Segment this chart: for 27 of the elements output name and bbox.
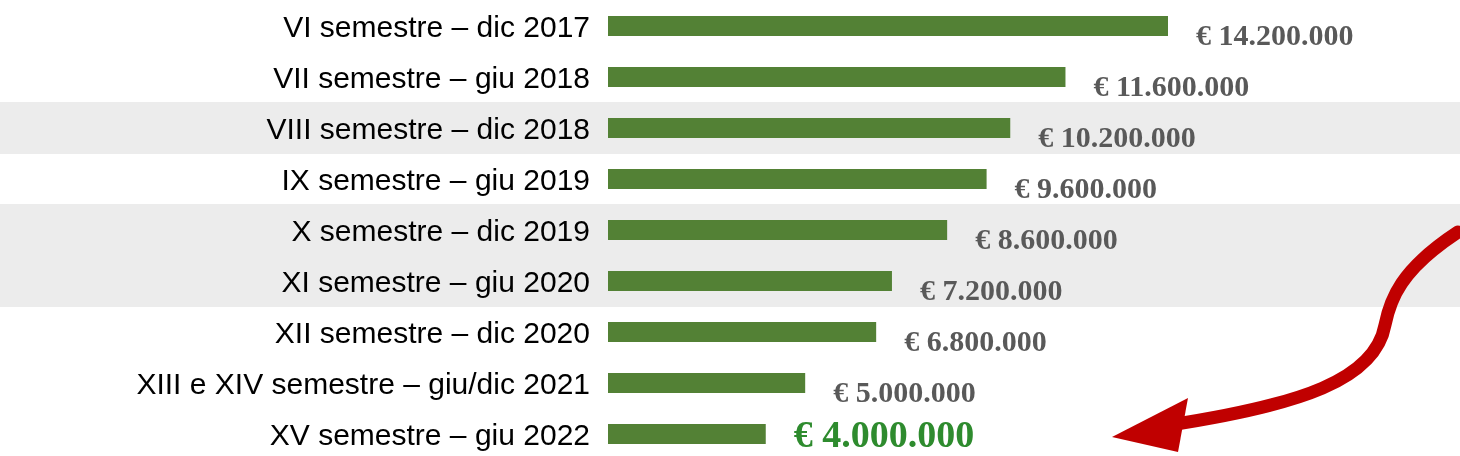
data-label: € 10.200.000 xyxy=(1038,119,1196,153)
bar xyxy=(608,220,948,240)
bar xyxy=(608,169,987,189)
bar xyxy=(608,373,806,393)
y-tick-label: XV semestre – giu 2022 xyxy=(269,417,590,451)
y-tick-label: VII semestre – giu 2018 xyxy=(273,60,590,94)
bar xyxy=(608,424,766,444)
data-label: € 9.600.000 xyxy=(1014,170,1158,204)
data-label: € 14.200.000 xyxy=(1196,17,1354,51)
y-tick-label: XIII e XIV semestre – giu/dic 2021 xyxy=(136,366,590,400)
y-tick-label: VI semestre – dic 2017 xyxy=(283,9,590,43)
bar xyxy=(608,67,1066,87)
bar xyxy=(608,16,1168,36)
y-tick-label: XII semestre – dic 2020 xyxy=(274,315,590,349)
data-label: € 6.800.000 xyxy=(904,323,1047,357)
y-tick-label: X semestre – dic 2019 xyxy=(291,213,590,247)
y-tick-label: IX semestre – giu 2019 xyxy=(281,162,590,196)
data-label: € 7.200.000 xyxy=(919,272,1063,306)
y-tick-label: VIII semestre – dic 2018 xyxy=(266,111,590,145)
data-label: € 8.600.000 xyxy=(975,221,1118,255)
bar xyxy=(608,118,1011,138)
data-label: € 11.600.000 xyxy=(1093,68,1250,102)
bar xyxy=(608,271,892,291)
data-label: € 5.000.000 xyxy=(833,374,976,408)
bar xyxy=(608,322,877,342)
data-label: € 4.000.000 xyxy=(793,413,975,456)
y-tick-label: XI semestre – giu 2020 xyxy=(281,264,590,298)
